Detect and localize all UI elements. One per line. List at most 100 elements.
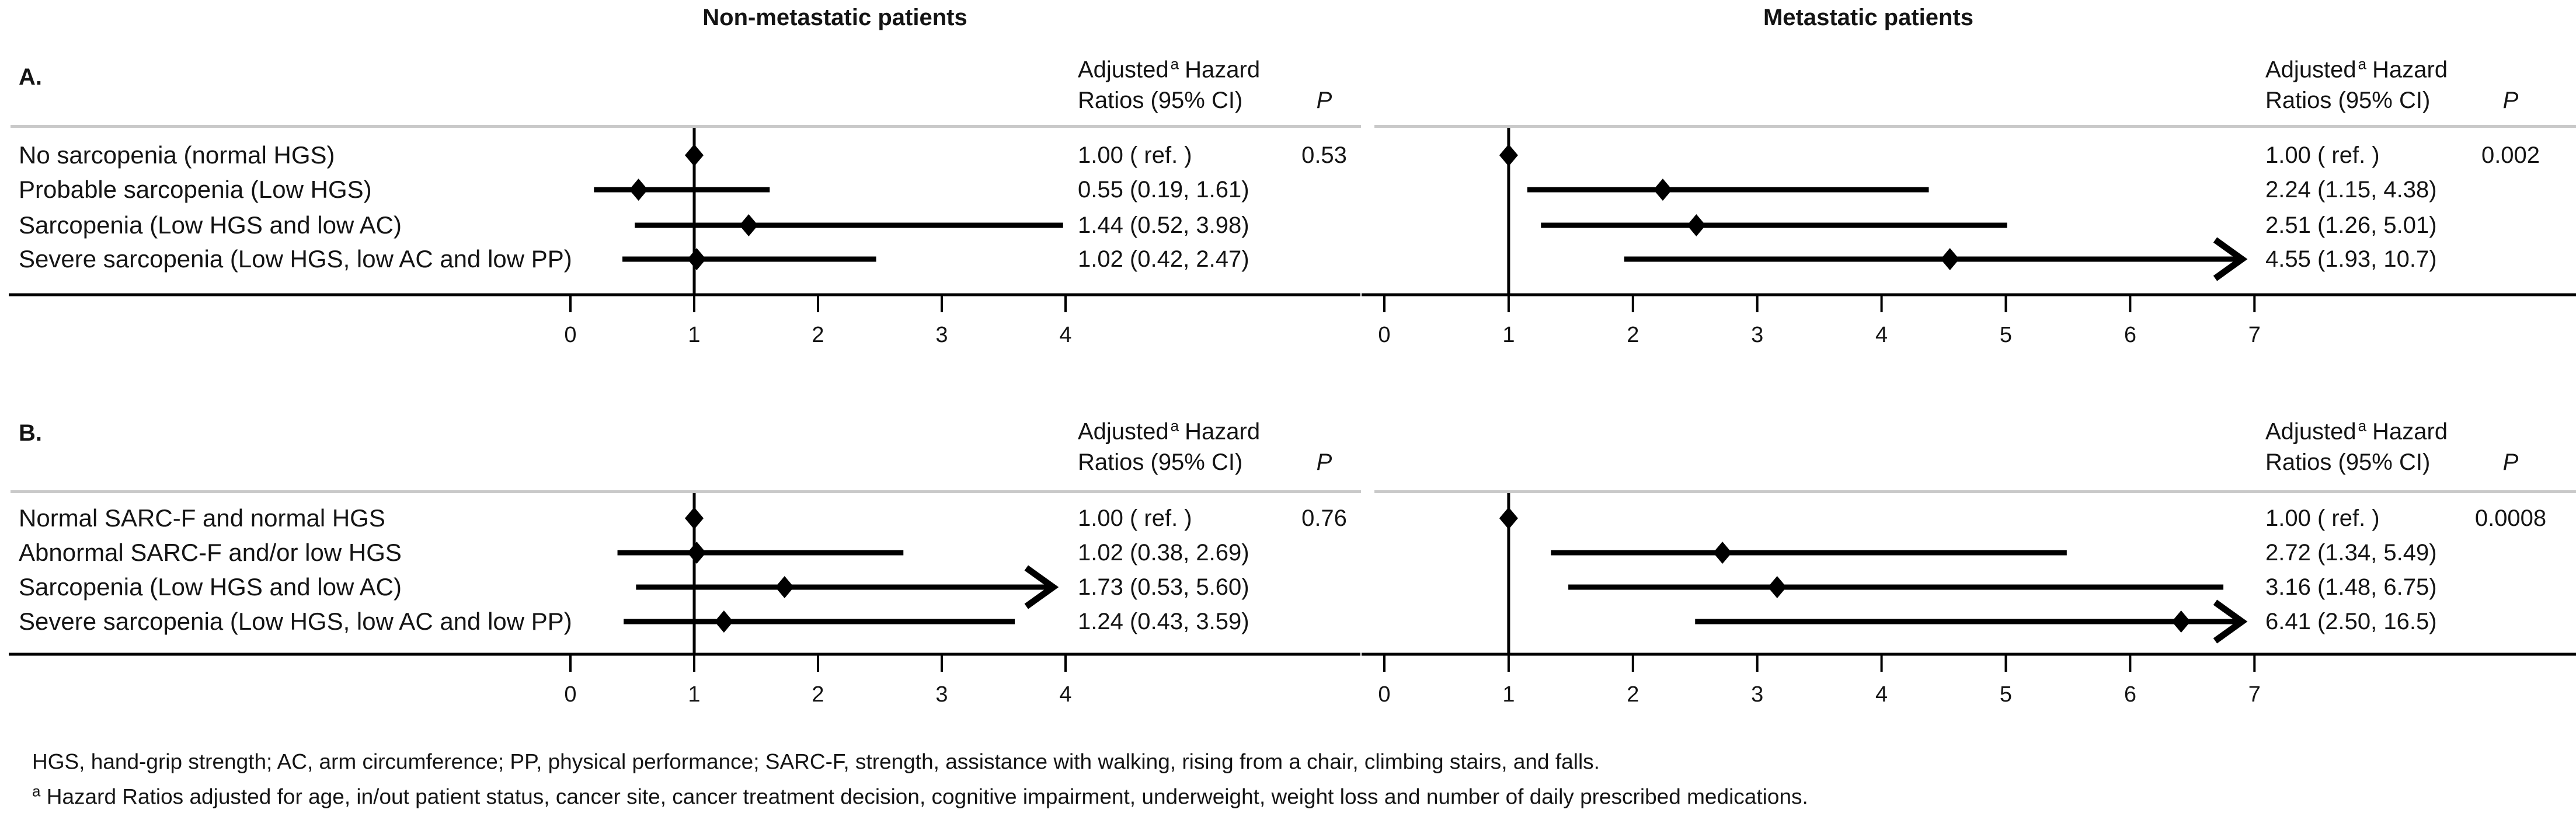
tick-label: 1 <box>688 682 701 707</box>
arrow-head <box>2213 599 2248 644</box>
arrow-head <box>1024 565 1059 609</box>
hr-value: 1.00 ( ref. ) <box>1078 142 1192 168</box>
point-diamond <box>2171 610 2191 633</box>
tick-label: 3 <box>1751 323 1764 347</box>
hr-value: 2.24 (1.15, 4.38) <box>2265 177 2437 203</box>
point-diamond <box>687 542 706 564</box>
p-value: 0.53 <box>1301 142 1347 168</box>
row-label: Sarcopenia (Low HGS and low AC) <box>19 211 402 239</box>
tick-label: 0 <box>564 323 577 347</box>
header-rule <box>1374 125 2576 128</box>
p-value: 0.76 <box>1301 505 1347 531</box>
hr-header-word1: Adjusted <box>2265 418 2356 445</box>
hr-header-line1: Adjusted a Hazard <box>2265 418 2448 443</box>
point-diamond <box>1713 542 1732 564</box>
hr-header-line2: Ratios (95% CI) <box>1078 449 1243 475</box>
tick-label: 2 <box>812 323 824 347</box>
hr-header-word1: Adjusted <box>1078 418 1169 445</box>
hr-value: 1.02 (0.38, 2.69) <box>1078 540 1249 566</box>
tick-label: 6 <box>2124 682 2136 707</box>
hr-header-line2: Ratios (95% CI) <box>1078 88 1243 113</box>
column-title-metastatic: Metastatic patients <box>1763 5 1974 30</box>
hr-value: 2.72 (1.34, 5.49) <box>2265 540 2437 566</box>
tick-label: 5 <box>1999 682 2013 707</box>
tick-label: 2 <box>1627 323 1639 347</box>
tick-label: 1 <box>1502 323 1515 347</box>
point-diamond <box>1940 248 1959 270</box>
header-rule <box>11 490 1361 493</box>
row-label: Abnormal SARC-F and/or low HGS <box>19 539 402 566</box>
point-diamond <box>1499 507 1518 529</box>
tick-label: 3 <box>1751 682 1764 707</box>
hr-value: 2.51 (1.26, 5.01) <box>2265 212 2437 238</box>
tick-label: 5 <box>1999 323 2013 347</box>
row-label: Sarcopenia (Low HGS and low AC) <box>19 573 402 601</box>
hr-value: 0.55 (0.19, 1.61) <box>1078 177 1249 203</box>
point-diamond <box>1767 576 1787 598</box>
hr-header-word2: Hazard <box>1185 418 1261 445</box>
point-diamond <box>739 214 758 236</box>
hr-header-line1: Adjusted a Hazard <box>1078 56 1260 81</box>
row-label: Normal SARC-F and normal HGS <box>19 504 385 532</box>
row-label: Probable sarcopenia (Low HGS) <box>19 176 372 203</box>
hr-header-superscript: a <box>1170 55 1179 73</box>
tick-label: 4 <box>1875 682 1888 707</box>
hr-header-word2: Hazard <box>2372 57 2448 83</box>
p-column-header: P <box>2502 88 2519 113</box>
hr-header-superscript: a <box>2358 417 2367 435</box>
tick-label: 4 <box>1059 682 1072 707</box>
panel-letter-b: B. <box>19 420 42 446</box>
tick-label: 7 <box>2248 682 2261 707</box>
point-diamond <box>629 179 648 201</box>
hr-header-line1: Adjusted a Hazard <box>2265 56 2448 81</box>
hr-value: 1.73 (0.53, 5.60) <box>1078 574 1249 600</box>
p-value: 0.002 <box>2481 142 2540 168</box>
hr-value: 1.00 ( ref. ) <box>2265 505 2380 531</box>
hr-header-word2: Hazard <box>1185 57 1261 83</box>
tick-label: 7 <box>2248 323 2261 347</box>
hr-value: 1.44 (0.52, 3.98) <box>1078 212 1249 238</box>
tick-label: 3 <box>935 682 948 707</box>
row-label: No sarcopenia (normal HGS) <box>19 141 335 169</box>
hr-value: 3.16 (1.48, 6.75) <box>2265 574 2437 600</box>
tick-label: 0 <box>564 682 577 707</box>
tick-label: 4 <box>1875 323 1888 347</box>
point-diamond <box>775 576 794 598</box>
hr-header-word2: Hazard <box>2372 418 2448 445</box>
hr-header-line2: Ratios (95% CI) <box>2265 449 2431 475</box>
row-label: Severe sarcopenia (Low HGS, low AC and l… <box>19 608 572 635</box>
tick-label: 2 <box>1627 682 1639 707</box>
header-rule <box>1374 490 2576 493</box>
point-diamond <box>685 144 704 166</box>
tick-label: 3 <box>935 323 948 347</box>
tick-label: 6 <box>2124 323 2136 347</box>
hr-header-superscript: a <box>1170 417 1179 435</box>
point-diamond <box>687 248 706 270</box>
p-column-header: P <box>1316 449 1332 475</box>
footnote-adjustment-text: Hazard Ratios adjusted for age, in/out p… <box>40 784 1808 809</box>
tick-label: 4 <box>1059 323 1072 347</box>
arrow-head <box>2213 237 2248 281</box>
header-rule <box>11 125 1361 128</box>
hr-value: 6.41 (2.50, 16.5) <box>2265 609 2437 634</box>
point-diamond <box>685 507 704 529</box>
point-diamond <box>714 610 733 633</box>
hr-header-superscript: a <box>2358 55 2367 73</box>
footnote-adjustment: a Hazard Ratios adjusted for age, in/out… <box>32 783 1808 807</box>
point-diamond <box>1687 214 1706 236</box>
p-value: 0.0008 <box>2474 505 2547 531</box>
hr-header-word1: Adjusted <box>2265 57 2356 83</box>
tick-label: 2 <box>812 682 824 707</box>
hr-value: 1.00 ( ref. ) <box>1078 505 1192 531</box>
tick-label: 0 <box>1378 323 1391 347</box>
footnote-abbreviations: HGS, hand-grip strength; AC, arm circumf… <box>32 749 1600 774</box>
hr-value: 1.24 (0.43, 3.59) <box>1078 609 1249 634</box>
point-diamond <box>1499 144 1518 166</box>
tick-label: 1 <box>688 323 701 347</box>
tick-label: 0 <box>1378 682 1391 707</box>
row-label: Severe sarcopenia (Low HGS, low AC and l… <box>19 245 572 273</box>
tick-label: 1 <box>1502 682 1515 707</box>
panel-letter-a: A. <box>19 64 42 90</box>
